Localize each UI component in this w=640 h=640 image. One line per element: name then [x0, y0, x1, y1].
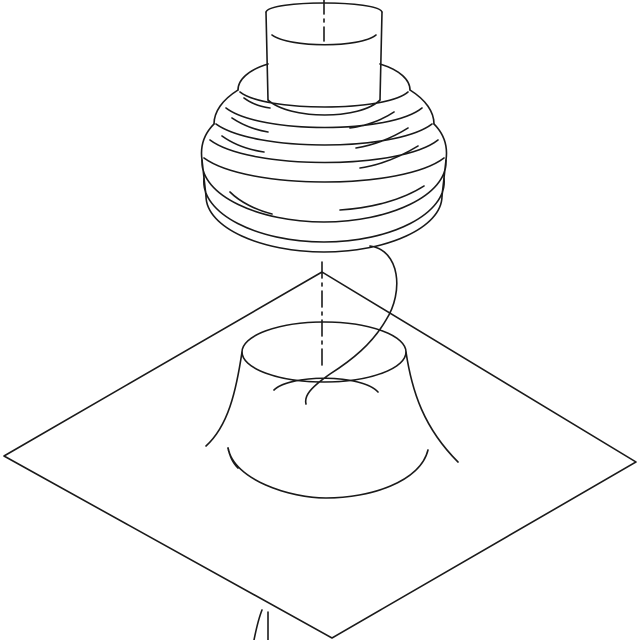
- cone-band-4: [209, 139, 439, 164]
- cone-ring-3-right: [433, 123, 448, 161]
- cone-ring-2-right: [409, 89, 435, 125]
- cone-right-wall: [405, 351, 459, 463]
- cone-ring-2: [213, 89, 239, 125]
- pipe-collar-flashing: [200, 2, 448, 253]
- cone-inner-rim: [273, 377, 379, 393]
- cone-ring-1-right: [379, 63, 411, 91]
- sealant-bead: [304, 245, 398, 405]
- flashing-base-plate: [3, 271, 637, 639]
- pipe-stub-right-wall: [379, 11, 383, 101]
- flange-lower-edge: [203, 177, 445, 243]
- flange-right-side: [441, 159, 447, 197]
- rib-stroke-1: [243, 97, 271, 109]
- pipe-stub-base-edge: [267, 99, 381, 116]
- cone-band-2: [225, 107, 423, 129]
- rib-stroke-3: [221, 135, 265, 153]
- cone-band-1: [239, 91, 409, 108]
- pipe-below-plate: [253, 609, 269, 640]
- cone-left-wall: [205, 351, 243, 447]
- cone-band-3: [215, 123, 433, 146]
- flange-upper-edge: [201, 159, 447, 223]
- cone-ring-1: [237, 63, 269, 91]
- pipe-stub-left-wall: [265, 11, 269, 101]
- axis-centerline: [321, 0, 325, 367]
- cone-band-5: [203, 157, 445, 183]
- rib-stroke-2: [231, 117, 269, 133]
- base-plate-outline: [3, 271, 637, 639]
- cone-ring-3: [200, 123, 215, 161]
- flange-ring-stroke-2: [229, 191, 273, 215]
- pipe-stub-inner-opening: [271, 34, 377, 46]
- rib-stroke-6: [359, 145, 419, 169]
- flange-left-side: [201, 159, 207, 197]
- flange-rim: [205, 195, 443, 253]
- flange-ring-stroke-1: [339, 185, 425, 211]
- collar-flange: [201, 159, 447, 253]
- pipe-below-left: [253, 609, 263, 640]
- rib-stroke-5: [355, 127, 409, 149]
- cone-base-edge: [227, 447, 429, 499]
- flashing-cone: [205, 321, 459, 499]
- rib-stroke-4: [349, 111, 395, 129]
- stepped-cone-rings: [200, 63, 448, 183]
- cone-top-opening: [241, 321, 407, 383]
- cone-base-shadow-left: [227, 447, 239, 469]
